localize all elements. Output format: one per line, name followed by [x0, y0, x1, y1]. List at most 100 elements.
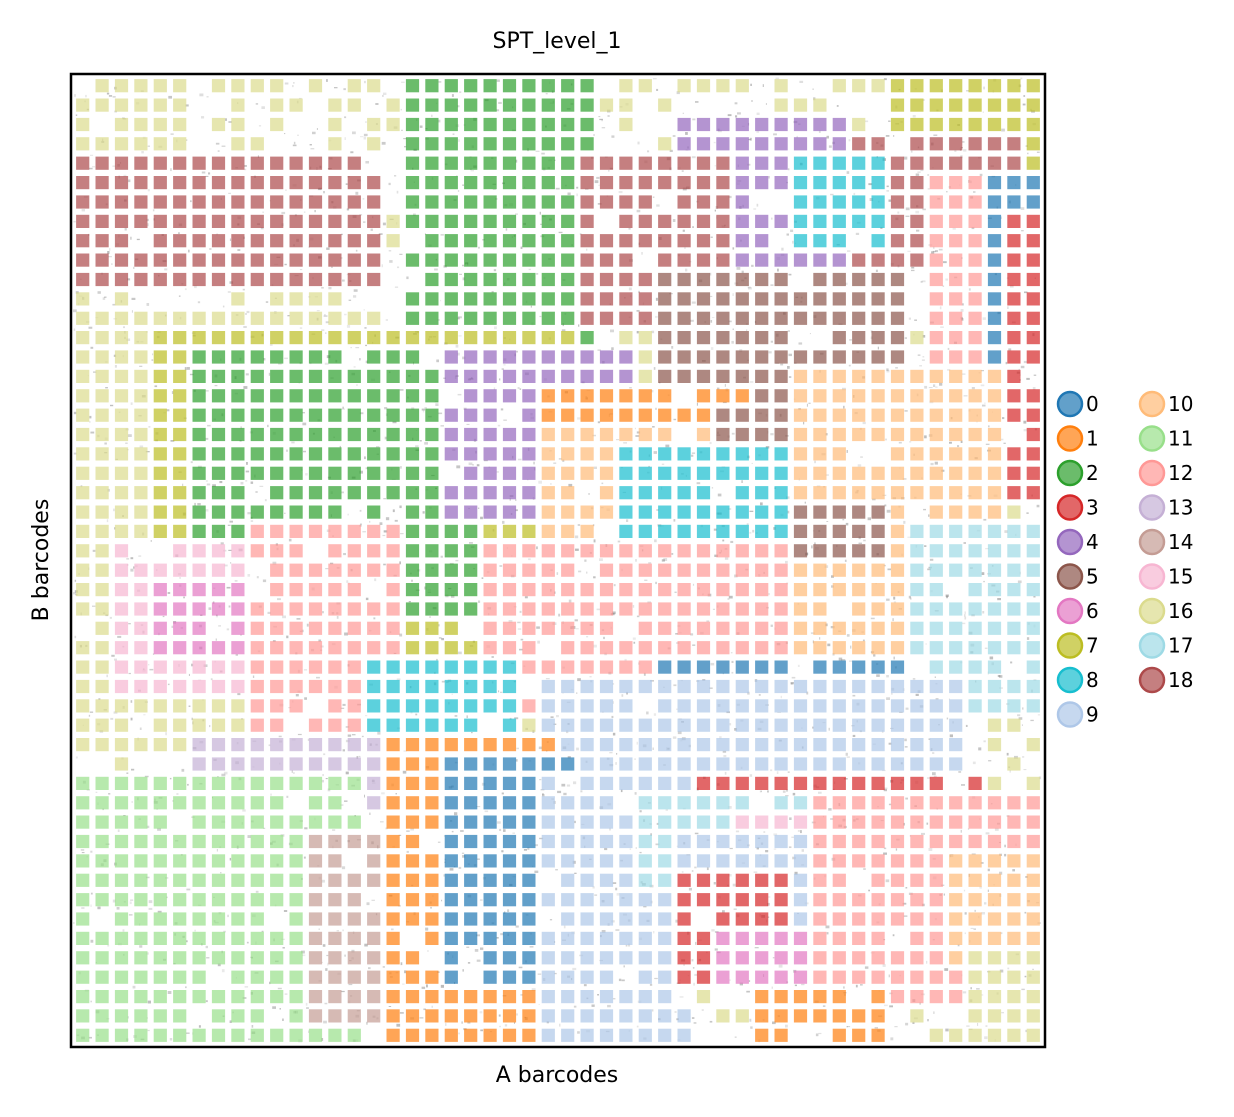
spot-cluster-4	[502, 447, 517, 461]
spot-cluster-9	[638, 679, 652, 694]
tissue-speck	[291, 770, 293, 773]
spot-cluster-7	[464, 331, 478, 345]
legend-entry-3: 3	[1056, 494, 1099, 521]
tissue-speck	[201, 116, 205, 119]
spot-cluster-2	[250, 369, 264, 383]
tissue-speck	[818, 791, 822, 794]
tissue-speck	[277, 598, 281, 601]
tissue-speck	[394, 519, 398, 522]
spot-cluster-18	[580, 272, 594, 287]
spot-cluster-11	[289, 854, 303, 868]
spot-cluster-10	[561, 505, 575, 519]
spot-cluster-4	[832, 137, 846, 151]
spot-cluster-0	[483, 815, 497, 829]
legend-label: 10	[1168, 392, 1193, 416]
tissue-speck	[592, 886, 595, 889]
spot-cluster-3	[1026, 486, 1040, 500]
tissue-speck	[612, 611, 616, 615]
tissue-speck	[1022, 756, 1025, 758]
tissue-speck	[612, 998, 616, 1000]
spot-cluster-0	[464, 873, 478, 887]
tissue-speck	[391, 928, 394, 931]
tissue-speck	[863, 539, 866, 542]
tissue-speck	[724, 384, 726, 387]
spot-cluster-2	[522, 156, 536, 170]
spot-cluster-0	[464, 757, 478, 771]
tissue-speck	[924, 545, 927, 547]
spot-cluster-2	[464, 524, 478, 538]
spot-cluster-4	[813, 117, 827, 132]
spot-cluster-0	[813, 660, 827, 674]
spot-cluster-5	[677, 331, 691, 345]
tissue-speck	[933, 134, 938, 136]
spot-cluster-12	[949, 214, 963, 228]
tissue-speck	[765, 103, 767, 105]
tissue-speck	[862, 421, 866, 425]
tissue-speck	[701, 1009, 704, 1011]
tissue-speck	[162, 615, 165, 618]
spot-cluster-15	[173, 679, 187, 694]
spot-cluster-12	[852, 834, 866, 849]
spot-cluster-2	[270, 447, 284, 461]
tissue-speck	[309, 144, 312, 146]
tissue-speck	[172, 800, 174, 802]
spot-cluster-5	[774, 389, 788, 403]
tissue-speck	[130, 700, 133, 703]
spot-cluster-4	[483, 389, 497, 403]
spot-cluster-6	[192, 641, 206, 655]
spot-cluster-16	[76, 137, 90, 151]
tissue-speck	[999, 969, 1004, 973]
spot-cluster-9	[619, 679, 633, 694]
spot-cluster-13	[231, 738, 245, 752]
spot-cluster-11	[95, 951, 109, 965]
legend-label: 7	[1086, 634, 1099, 658]
spot-cluster-16	[1026, 990, 1040, 1004]
spot-cluster-5	[793, 544, 808, 558]
tissue-speck	[727, 806, 732, 809]
spot-cluster-9	[541, 776, 555, 790]
spot-cluster-0	[483, 776, 497, 790]
spot-cluster-2	[405, 292, 420, 306]
legend-entry-13: 13	[1138, 494, 1193, 521]
tissue-speck	[305, 473, 308, 476]
spot-cluster-12	[347, 679, 361, 694]
tissue-speck	[882, 964, 886, 967]
spot-cluster-17	[929, 583, 943, 597]
spot-cluster-15	[114, 621, 129, 635]
tissue-speck	[812, 88, 814, 90]
spot-cluster-3	[1026, 272, 1040, 287]
spot-cluster-12	[250, 679, 264, 694]
tissue-speck	[692, 967, 695, 969]
spot-cluster-2	[444, 137, 458, 151]
spot-cluster-3	[735, 912, 749, 926]
tissue-speck	[973, 191, 976, 193]
tissue-speck	[515, 509, 518, 512]
spot-cluster-16	[153, 738, 167, 752]
spot-cluster-11	[153, 776, 167, 790]
tissue-speck	[578, 570, 582, 573]
spot-cluster-18	[173, 253, 187, 267]
tissue-speck	[924, 385, 928, 389]
spot-cluster-9	[638, 970, 652, 984]
spot-cluster-12	[696, 544, 711, 558]
tissue-speck	[731, 432, 735, 435]
tissue-speck	[114, 365, 117, 368]
tissue-speck	[883, 788, 887, 792]
tissue-speck	[75, 114, 78, 116]
spot-cluster-0	[890, 660, 905, 674]
spot-cluster-10	[561, 427, 575, 442]
tissue-speck	[796, 135, 798, 139]
spot-cluster-6	[173, 583, 187, 597]
spot-cluster-16	[114, 427, 129, 442]
tissue-speck	[324, 362, 329, 365]
spot-cluster-16	[153, 137, 167, 151]
tissue-speck	[966, 90, 969, 92]
spot-cluster-17	[910, 583, 924, 597]
spot-cluster-18	[250, 176, 264, 190]
tissue-speck	[729, 979, 731, 981]
legend-entry-16: 16	[1138, 597, 1193, 625]
spot-cluster-0	[483, 931, 497, 945]
tissue-speck	[893, 596, 896, 600]
spot-cluster-14	[308, 893, 323, 907]
spot-cluster-12	[483, 641, 497, 655]
